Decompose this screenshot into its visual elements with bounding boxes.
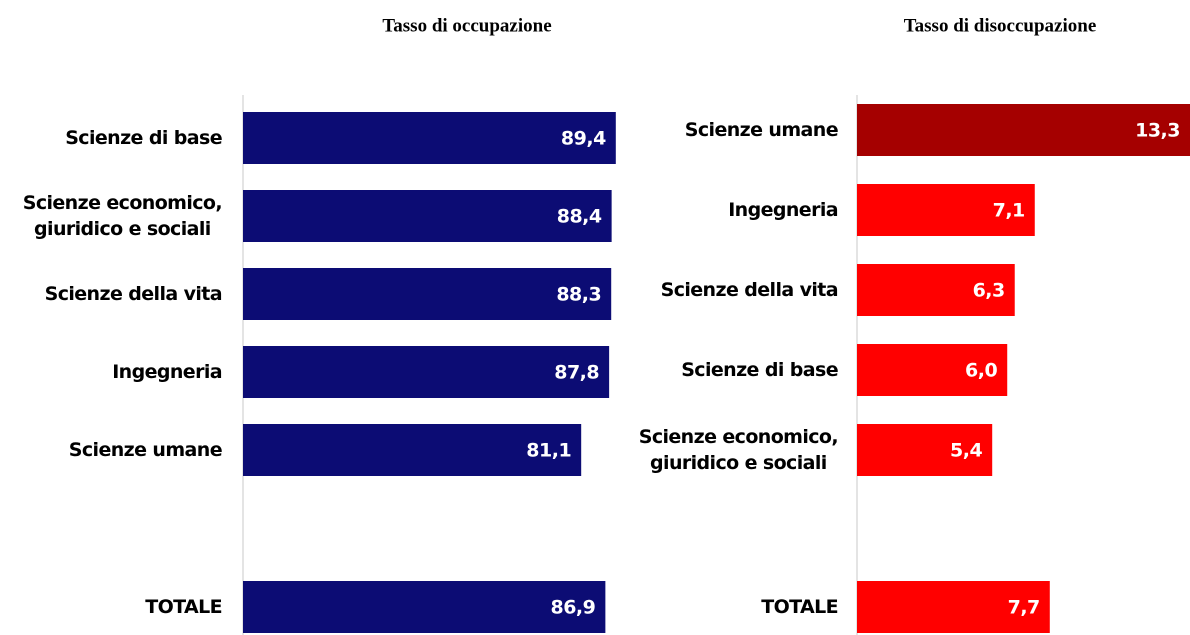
bar [857,184,1035,236]
bar [243,346,610,398]
category-label: Scienze economico, giuridico e sociali [638,426,839,474]
bar [243,581,606,633]
bar [243,190,612,242]
value-label: 13,3 [1135,120,1180,142]
category-label: Scienze umane [68,439,223,461]
bar [857,424,993,476]
bar [857,264,1015,316]
category-label: Scienze di base [681,359,838,381]
chart-title: Tasso di occupazione [382,15,551,36]
value-label: 89,4 [561,128,606,150]
category-label: TOTALE [145,596,222,618]
bar [243,268,612,320]
value-label: 6,3 [973,280,1005,302]
bar [243,424,582,476]
bar [857,581,1050,633]
chart-title: Tasso di disoccupazione [904,15,1097,36]
category-label: Scienze di base [65,127,222,149]
category-label: Ingegneria [728,199,838,221]
category-label: TOTALE [761,596,838,618]
bar [857,344,1008,396]
value-label: 86,9 [550,597,595,619]
value-label: 6,0 [965,360,997,382]
value-label: 87,8 [554,362,599,384]
category-label: Scienze della vita [660,279,839,301]
value-label: 5,4 [950,440,982,462]
category-label: Scienze umane [684,119,839,141]
value-label: 81,1 [526,440,571,462]
category-label: Scienze economico, giuridico e sociali [22,192,223,240]
bar [857,104,1190,156]
value-label: 88,4 [557,206,602,228]
value-label: 7,7 [1008,597,1040,619]
bar [243,112,616,164]
value-label: 88,3 [556,284,601,306]
category-label: Ingegneria [112,361,222,383]
value-label: 7,1 [993,200,1025,222]
category-label: Scienze della vita [44,283,223,305]
